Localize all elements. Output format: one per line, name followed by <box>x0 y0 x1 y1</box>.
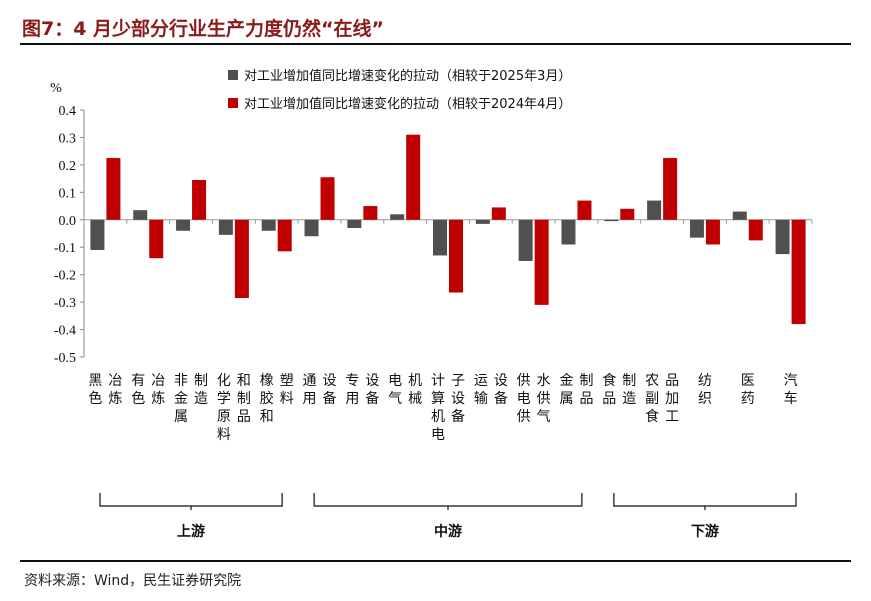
category-label: 黑色冶炼 <box>88 373 122 407</box>
bar-series1-1 <box>133 210 148 220</box>
bar-series2-10 <box>534 219 549 305</box>
category-label: 计算机电子设备 <box>431 373 465 443</box>
group-label: 下游 <box>691 523 719 540</box>
group-label: 上游 <box>177 523 205 540</box>
bar-series1-14 <box>689 219 704 238</box>
y-tick-label: -0.1 <box>54 241 76 256</box>
y-tick-label: 0.3 <box>59 131 77 146</box>
bar-series1-0 <box>90 219 105 250</box>
category-label: 运输设备 <box>474 373 508 407</box>
y-tick-label: 0.4 <box>59 104 77 119</box>
y-tick-label: 0.2 <box>59 159 77 174</box>
bar-series2-6 <box>363 206 378 220</box>
category-label: 化学原料和制品 <box>217 373 251 443</box>
bar-series2-14 <box>705 219 720 245</box>
bar-series2-15 <box>748 219 763 241</box>
bar-series1-10 <box>518 219 533 261</box>
category-label: 纺织 <box>698 373 712 407</box>
y-tick-label: -0.2 <box>54 269 76 284</box>
category-label: 电气机械 <box>388 373 422 407</box>
bar-series2-1 <box>149 219 164 259</box>
y-axis-unit-label: % <box>50 81 62 96</box>
footer-divider <box>20 560 851 562</box>
bar-series1-3 <box>218 219 233 235</box>
legend-swatch-series1 <box>228 70 238 80</box>
bar-series2-16 <box>791 219 806 325</box>
legend-label-series1: 对工业增加值同比增速变化的拉动（相较于2025年3月） <box>244 68 571 84</box>
bar-series1-11 <box>561 219 576 245</box>
category-label: 橡胶和塑料 <box>260 373 294 425</box>
group-label: 中游 <box>434 523 462 540</box>
bar-series1-15 <box>732 211 747 220</box>
group-bracket <box>613 493 797 510</box>
legend-label-series2: 对工业增加值同比增速变化的拉动（相较于2024年4月） <box>244 96 571 112</box>
category-label: 通用设备 <box>303 373 337 407</box>
bar-series1-2 <box>176 219 191 231</box>
bar-series2-0 <box>106 158 121 220</box>
y-tick-label: 0.1 <box>59 186 77 201</box>
bar-series1-8 <box>433 219 447 256</box>
category-label: 金属制品 <box>559 373 593 407</box>
category-label: 有色冶炼 <box>131 373 165 407</box>
y-tick-label: -0.3 <box>54 296 76 311</box>
y-tick-label: -0.4 <box>54 324 76 339</box>
bar-series2-13 <box>663 158 678 220</box>
bar-series1-13 <box>647 200 662 220</box>
bar-series1-4 <box>261 219 276 231</box>
bar-series1-16 <box>775 219 790 255</box>
bar-series2-5 <box>320 177 335 220</box>
category-label: 食品制造 <box>602 372 636 407</box>
category-label: 非金属制造 <box>174 373 208 425</box>
category-label: 医药 <box>741 373 755 407</box>
bar-series2-4 <box>277 219 292 252</box>
category-label: 汽车 <box>784 373 798 407</box>
bar-series2-9 <box>491 207 506 220</box>
bar-series1-5 <box>304 219 319 237</box>
category-label: 供电供水供气 <box>517 373 551 425</box>
y-tick-label: -0.5 <box>54 351 76 366</box>
category-label: 专用设备 <box>345 373 379 407</box>
bar-series2-2 <box>192 179 207 220</box>
category-label: 农副食品加工 <box>645 373 679 425</box>
bar-series2-12 <box>620 208 635 220</box>
bar-series2-3 <box>234 219 249 298</box>
bar-series1-6 <box>347 219 362 229</box>
bar-series2-7 <box>406 134 421 220</box>
bar-series2-11 <box>577 200 592 220</box>
group-bracket <box>313 493 583 510</box>
legend-swatch-series2 <box>228 98 238 108</box>
title-divider <box>20 43 851 45</box>
bar-series2-8 <box>449 219 463 293</box>
bar-series1-9 <box>475 219 490 224</box>
bar-series1-12 <box>604 219 619 222</box>
source-note: 资料来源：Wind，民生证券研究院 <box>24 573 242 589</box>
y-tick-label: 0.0 <box>59 214 77 229</box>
group-bracket <box>99 493 283 510</box>
bar-series1-7 <box>390 214 405 220</box>
figure-title: 图7：4 月少部分行业生产力度仍然“在线” <box>22 18 385 40</box>
